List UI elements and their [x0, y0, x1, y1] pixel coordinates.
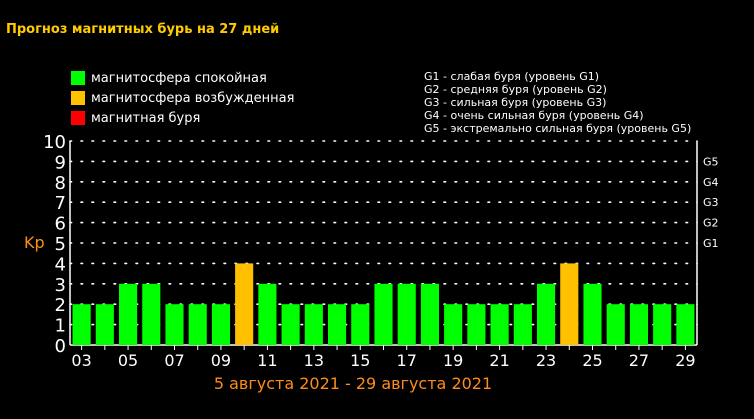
g-level-label: G1 — [703, 237, 719, 250]
date-range-label: 5 августа 2021 - 29 августа 2021 — [0, 374, 754, 393]
g-level-label: G3 — [703, 196, 719, 209]
legend: магнитосфера спокойная магнитосфера возб… — [71, 68, 294, 128]
x-tick-label: 19 — [443, 351, 463, 370]
bar — [258, 283, 277, 345]
bar — [653, 304, 672, 345]
page-title: Прогноз магнитных бурь на 27 дней — [6, 22, 280, 37]
bar — [536, 283, 556, 345]
storm-level-g3: G3 - сильная буря (уровень G3) — [424, 96, 607, 109]
g-level-label: G4 — [703, 176, 719, 189]
storm-level-g1: G1 - слабая буря (уровень G1) — [424, 70, 600, 83]
x-tick-label: 07 — [164, 351, 184, 370]
storm-level-g5: G5 - экстремально сильная буря (уровень … — [424, 122, 692, 135]
bar — [304, 304, 323, 345]
bar — [351, 304, 370, 345]
y-tick-label: 2 — [55, 295, 66, 316]
bar — [467, 304, 486, 345]
bar — [676, 304, 695, 345]
x-tick-label: 05 — [118, 351, 138, 370]
bar — [444, 304, 463, 345]
bar — [118, 283, 138, 345]
legend-label-quiet: магнитосфера спокойная — [91, 70, 267, 86]
storm-level-g2: G2 - средняя буря (уровень G2) — [424, 83, 607, 96]
bar — [583, 283, 602, 345]
x-tick-label: 23 — [536, 351, 556, 370]
bar — [420, 283, 440, 345]
bar — [235, 263, 254, 345]
legend-label-storm: магнитная буря — [91, 110, 201, 126]
bar — [490, 304, 509, 345]
storm-level-g4: G4 - очень сильная буря (уровень G4) — [424, 109, 644, 122]
y-axis-label: Kp — [24, 233, 45, 252]
bar — [397, 283, 416, 345]
bar — [513, 304, 532, 345]
legend-label-excited: магнитосфера возбужденная — [91, 90, 295, 106]
bar — [188, 304, 207, 345]
y-tick-label: 4 — [55, 254, 66, 275]
bar — [211, 304, 231, 345]
y-tick-label: 7 — [55, 193, 66, 214]
x-tick-label: 27 — [629, 351, 649, 370]
x-tick-label: 15 — [350, 351, 370, 370]
g-level-label: G2 — [703, 217, 719, 230]
bar — [95, 304, 114, 345]
x-tick-label: 17 — [397, 351, 417, 370]
legend-swatch-excited — [71, 91, 85, 105]
y-tick-label: 5 — [55, 234, 66, 255]
bar — [327, 304, 347, 345]
x-tick-label: 13 — [304, 351, 324, 370]
y-tick-label: 9 — [55, 152, 66, 173]
legend-item-storm: магнитная буря — [71, 108, 294, 128]
y-tick-label: 3 — [55, 275, 66, 296]
bar — [165, 304, 184, 345]
bar — [281, 304, 300, 345]
bar — [374, 283, 393, 345]
storm-level-legend: G1 - слабая буря (уровень G1) G2 - средн… — [424, 70, 691, 135]
date-range-text: 5 августа 2021 - 29 августа 2021 — [213, 374, 493, 393]
legend-item-excited: магнитосфера возбужденная — [71, 88, 294, 108]
bar — [606, 304, 625, 345]
x-tick-label: 09 — [211, 351, 231, 370]
bar — [142, 283, 161, 345]
y-tick-label: 8 — [55, 173, 66, 194]
y-tick-label: 1 — [55, 316, 66, 337]
x-tick-label: 03 — [71, 351, 91, 370]
y-tick-label: 10 — [43, 132, 66, 153]
legend-swatch-quiet — [71, 71, 85, 85]
legend-item-quiet: магнитосфера спокойная — [71, 68, 294, 88]
bar — [560, 263, 579, 345]
x-tick-label: 11 — [257, 351, 277, 370]
bar — [629, 304, 649, 345]
bar — [72, 304, 91, 345]
x-tick-label: 29 — [675, 351, 695, 370]
g-level-label: G5 — [703, 155, 719, 168]
x-tick-label: 21 — [489, 351, 509, 370]
legend-swatch-storm — [71, 111, 85, 125]
y-tick-label: 6 — [55, 214, 66, 235]
y-tick-label: 0 — [55, 336, 66, 357]
x-tick-label: 25 — [582, 351, 602, 370]
